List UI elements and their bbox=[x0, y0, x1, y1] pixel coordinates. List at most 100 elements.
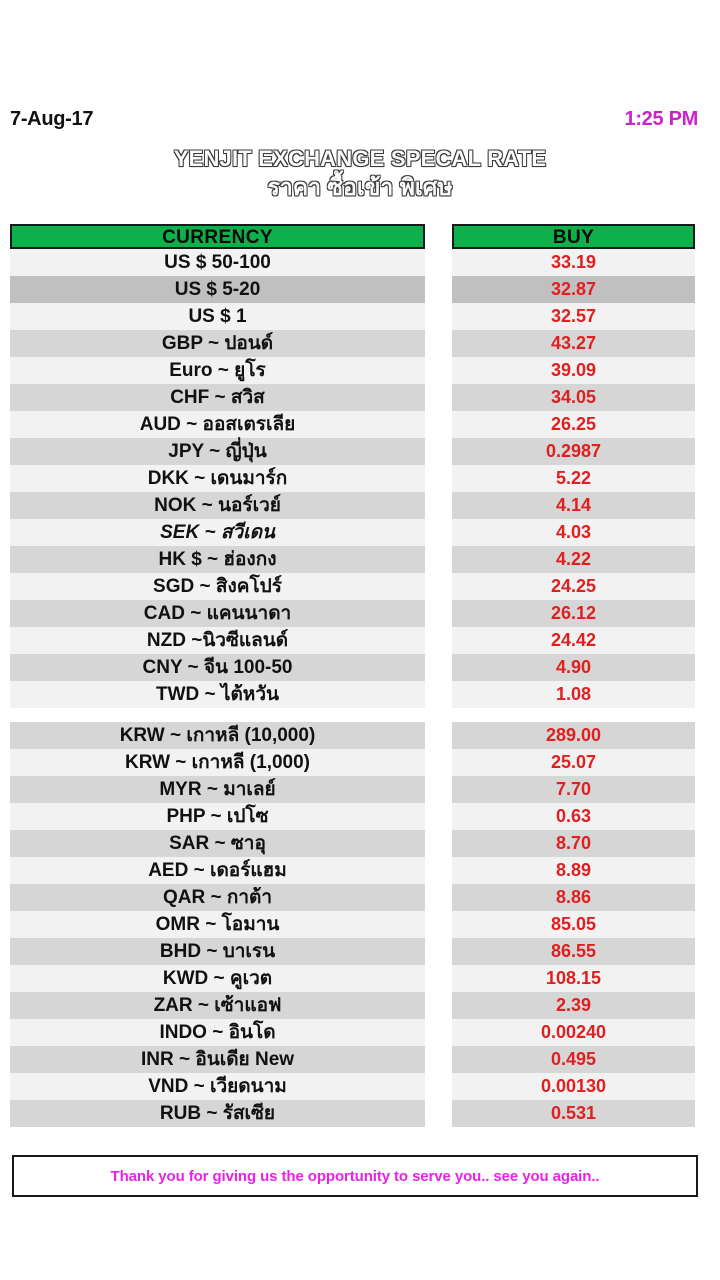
currency-name-cell: US $ 1 bbox=[10, 303, 425, 330]
buy-rate-cell: 33.19 bbox=[452, 249, 695, 276]
buy-rate-cell: 34.05 bbox=[452, 384, 695, 411]
currency-name-cell: NZD ~นิวซีแลนด์ bbox=[10, 627, 425, 654]
currency-name-cell: MYR ~ มาเลย์ bbox=[10, 776, 425, 803]
page-title-thai: ราคา ซื้อเข้า พิเศษ bbox=[267, 174, 453, 200]
table-row: US $ 1 32.57 bbox=[0, 303, 720, 330]
buy-rate-cell: 2.39 bbox=[452, 992, 695, 1019]
buy-rate-cell: 1.08 bbox=[452, 681, 695, 708]
table-row: RUB ~ รัสเซีย 0.531 bbox=[0, 1100, 720, 1127]
table-row: KRW ~ เกาหลี (10,000) 289.00 bbox=[0, 722, 720, 749]
currency-name-cell: KRW ~ เกาหลี (10,000) bbox=[10, 722, 425, 749]
buy-rate-cell: 4.14 bbox=[452, 492, 695, 519]
table-row: SGD ~ สิงคโปร์ 24.25 bbox=[0, 573, 720, 600]
table-row: MYR ~ มาเลย์ 7.70 bbox=[0, 776, 720, 803]
currency-name-cell: NOK ~ นอร์เวย์ bbox=[10, 492, 425, 519]
table-row: CNY ~ จีน 100-50 4.90 bbox=[0, 654, 720, 681]
table-row: INR ~ อินเดีย New 0.495 bbox=[0, 1046, 720, 1073]
table-row: NZD ~นิวซีแลนด์ 24.42 bbox=[0, 627, 720, 654]
currency-name-cell: KRW ~ เกาหลี (1,000) bbox=[10, 749, 425, 776]
table-row: QAR ~ กาต้า 8.86 bbox=[0, 884, 720, 911]
table-header-row: CURRENCY BUY bbox=[0, 224, 720, 249]
buy-rate-cell: 4.90 bbox=[452, 654, 695, 681]
table-row: US $ 5-20 32.87 bbox=[0, 276, 720, 303]
footer-box: Thank you for giving us the opportunity … bbox=[12, 1155, 698, 1197]
currency-name-cell: Euro ~ ยูโร bbox=[10, 357, 425, 384]
table-row: Euro ~ ยูโร 39.09 bbox=[0, 357, 720, 384]
table-row: INDO ~ อินโด 0.00240 bbox=[0, 1019, 720, 1046]
buy-rate-cell: 25.07 bbox=[452, 749, 695, 776]
buy-rate-cell: 26.25 bbox=[452, 411, 695, 438]
table-row: DKK ~ เดนมาร์ก 5.22 bbox=[0, 465, 720, 492]
table-row: CHF ~ สวิส 34.05 bbox=[0, 384, 720, 411]
currency-name-cell: SAR ~ ซาอุ bbox=[10, 830, 425, 857]
currency-name-cell: OMR ~ โอมาน bbox=[10, 911, 425, 938]
page-title-english: YENJIT EXCHANGE SPECAL RATE bbox=[173, 146, 547, 171]
currency-name-cell: SGD ~ สิงคโปร์ bbox=[10, 573, 425, 600]
table-row: KRW ~ เกาหลี (1,000) 25.07 bbox=[0, 749, 720, 776]
currency-name-cell: DKK ~ เดนมาร์ก bbox=[10, 465, 425, 492]
buy-rate-cell: 0.00130 bbox=[452, 1073, 695, 1100]
currency-name-cell: ZAR ~ เซ้าแอฟ bbox=[10, 992, 425, 1019]
buy-rate-cell: 26.12 bbox=[452, 600, 695, 627]
currency-name-cell: CNY ~ จีน 100-50 bbox=[10, 654, 425, 681]
table-row: PHP ~ เปโซ 0.63 bbox=[0, 803, 720, 830]
table-row: JPY ~ ญี่ปุ่น 0.2987 bbox=[0, 438, 720, 465]
buy-rate-cell: 8.86 bbox=[452, 884, 695, 911]
buy-rate-cell: 85.05 bbox=[452, 911, 695, 938]
buy-rate-cell: 32.57 bbox=[452, 303, 695, 330]
currency-name-cell: JPY ~ ญี่ปุ่น bbox=[10, 438, 425, 465]
currency-name-cell: TWD ~ ไต้หวัน bbox=[10, 681, 425, 708]
buy-rate-cell: 8.89 bbox=[452, 857, 695, 884]
currency-name-cell: RUB ~ รัสเซีย bbox=[10, 1100, 425, 1127]
currency-name-cell: CAD ~ แคนนาดา bbox=[10, 600, 425, 627]
currency-name-cell: QAR ~ กาต้า bbox=[10, 884, 425, 911]
buy-rate-cell: 7.70 bbox=[452, 776, 695, 803]
currency-name-cell: BHD ~ บาเรน bbox=[10, 938, 425, 965]
column-header-currency: CURRENCY bbox=[10, 224, 425, 249]
currency-name-cell: VND ~ เวียดนาม bbox=[10, 1073, 425, 1100]
buy-rate-cell: 24.42 bbox=[452, 627, 695, 654]
buy-rate-cell: 4.22 bbox=[452, 546, 695, 573]
currency-name-cell: US $ 5-20 bbox=[10, 276, 425, 303]
buy-rate-cell: 32.87 bbox=[452, 276, 695, 303]
buy-rate-cell: 4.03 bbox=[452, 519, 695, 546]
header-bar: 7-Aug-17 1:25 PM bbox=[0, 108, 720, 134]
currency-name-cell: US $ 50-100 bbox=[10, 249, 425, 276]
currency-name-cell: AED ~ เดอร์แฮม bbox=[10, 857, 425, 884]
footer-message: Thank you for giving us the opportunity … bbox=[110, 1167, 600, 1185]
buy-rate-cell: 289.00 bbox=[452, 722, 695, 749]
table-row: ZAR ~ เซ้าแอฟ 2.39 bbox=[0, 992, 720, 1019]
time-label: 1:25 PM bbox=[624, 108, 699, 130]
table-row: TWD ~ ไต้หวัน 1.08 bbox=[0, 681, 720, 708]
currency-name-cell: HK $ ~ ฮ่องกง bbox=[10, 546, 425, 573]
section-separator bbox=[0, 708, 720, 722]
table-row: NOK ~ นอร์เวย์ 4.14 bbox=[0, 492, 720, 519]
buy-rate-cell: 0.531 bbox=[452, 1100, 695, 1127]
table-row: AED ~ เดอร์แฮม 8.89 bbox=[0, 857, 720, 884]
table-row: OMR ~ โอมาน 85.05 bbox=[0, 911, 720, 938]
rates-table: US $ 50-100 33.19 US $ 5-20 32.87 US $ 1 32.5… bbox=[0, 224, 720, 1127]
buy-rate-cell: 24.25 bbox=[452, 573, 695, 600]
buy-rate-cell: 86.55 bbox=[452, 938, 695, 965]
buy-rate-cell: 8.70 bbox=[452, 830, 695, 857]
buy-rate-cell: 0.2987 bbox=[452, 438, 695, 465]
title-block: YENJIT EXCHANGE SPECAL RATE ราคา ซื้อเข้… bbox=[0, 146, 720, 202]
table-row: US $ 50-100 33.19 bbox=[0, 249, 720, 276]
currency-name-cell: INR ~ อินเดีย New bbox=[10, 1046, 425, 1073]
table-row: AUD ~ ออสเตรเลีย 26.25 bbox=[0, 411, 720, 438]
buy-rate-cell: 43.27 bbox=[452, 330, 695, 357]
table-row: KWD ~ คูเวต 108.15 bbox=[0, 965, 720, 992]
table-row: HK $ ~ ฮ่องกง 4.22 bbox=[0, 546, 720, 573]
currency-name-cell: CHF ~ สวิส bbox=[10, 384, 425, 411]
currency-name-cell: INDO ~ อินโด bbox=[10, 1019, 425, 1046]
buy-rate-cell: 0.00240 bbox=[452, 1019, 695, 1046]
table-row: CAD ~ แคนนาดา 26.12 bbox=[0, 600, 720, 627]
buy-rate-cell: 5.22 bbox=[452, 465, 695, 492]
table-row: GBP ~ ปอนด์ 43.27 bbox=[0, 330, 720, 357]
buy-rate-cell: 0.63 bbox=[452, 803, 695, 830]
column-header-buy: BUY bbox=[452, 224, 695, 249]
currency-name-cell: AUD ~ ออสเตรเลีย bbox=[10, 411, 425, 438]
table-row: BHD ~ บาเรน 86.55 bbox=[0, 938, 720, 965]
date-label: 7-Aug-17 bbox=[10, 108, 94, 130]
table-row: VND ~ เวียดนาม 0.00130 bbox=[0, 1073, 720, 1100]
